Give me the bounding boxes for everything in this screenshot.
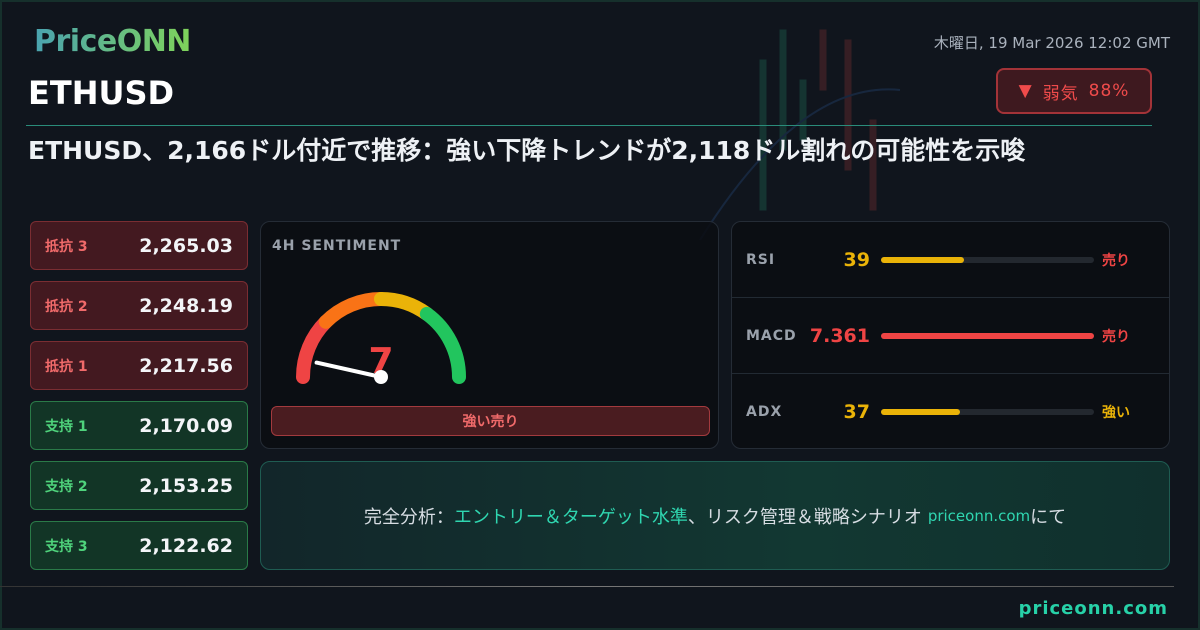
level-value: 2,265.03	[139, 234, 233, 257]
cta-suffix: にて	[1030, 506, 1067, 528]
indicator-value: 7.361	[809, 324, 870, 347]
cta-url-link[interactable]: priceonn.com	[927, 506, 1031, 525]
level-support: 支持 2 2,153.25	[30, 461, 248, 510]
level-resistance: 抵抗 3 2,265.03	[30, 221, 248, 270]
level-support: 支持 3 2,122.62	[30, 521, 248, 570]
sentiment-card: 4H SENTIMENT 7 強い売り	[260, 221, 719, 449]
footer-divider	[0, 586, 1174, 587]
indicator-bar-fill	[881, 332, 1094, 339]
gauge-needle-hub	[374, 370, 388, 384]
level-label: 支持 2	[45, 478, 88, 495]
indicator-bar	[881, 332, 1094, 339]
level-value: 2,153.25	[139, 474, 233, 497]
logo: PriceONN	[34, 24, 191, 59]
indicator-name: ADX	[746, 404, 783, 420]
indicator-row-rsi: RSI 39 売り	[732, 222, 1169, 298]
level-value: 2,217.56	[139, 354, 233, 377]
level-label: 支持 1	[45, 418, 88, 435]
divider	[26, 125, 1152, 126]
indicator-value: 37	[843, 401, 870, 423]
indicator-name: MACD	[746, 327, 797, 344]
gauge-segment	[419, 306, 466, 384]
indicator-name: RSI	[746, 251, 776, 268]
symbol-title: ETHUSD	[28, 74, 175, 112]
gauge-segment	[296, 314, 333, 384]
sentiment-label: 強い売り	[271, 406, 710, 436]
cta-prefix: 完全分析：	[363, 506, 454, 528]
level-label: 支持 3	[45, 538, 88, 555]
indicator-bar	[881, 409, 1094, 415]
level-resistance: 抵抗 1 2,217.56	[30, 341, 248, 390]
level-value: 2,248.19	[139, 294, 233, 317]
level-label: 抵抗 3	[45, 238, 88, 255]
sentiment-title: 4H SENTIMENT	[272, 238, 402, 254]
indicators-card: RSI 39 売り MACD 7.361 売り ADX 37 強い	[731, 221, 1170, 449]
indicator-value: 39	[843, 248, 870, 271]
indicator-bar-fill	[881, 256, 965, 263]
indicator-signal: 強い	[1102, 405, 1130, 421]
gauge-segment	[318, 292, 388, 329]
level-value: 2,170.09	[139, 414, 233, 437]
sentiment-gauge: 7	[296, 292, 466, 384]
indicator-bar	[881, 256, 1094, 263]
indicator-row-macd: MACD 7.361 売り	[732, 298, 1169, 374]
levels-list: 抵抗 3 2,265.03 抵抗 2 2,248.19 抵抗 1 2,217.56 支持 1…	[30, 221, 248, 581]
indicator-row-adx: ADX 37 強い	[732, 374, 1169, 450]
indicator-bar-fill	[881, 409, 960, 415]
level-support: 支持 1 2,170.09	[30, 401, 248, 450]
headline: ETHUSD、2,166ドル付近で推移：強い下降トレンドが2,118ドル割れの可…	[28, 136, 1026, 165]
level-value: 2,122.62	[139, 534, 233, 557]
sentiment-badge: ▼ 弱気 88%	[996, 68, 1152, 114]
cta-highlight: エントリー＆ターゲット水準	[453, 506, 688, 528]
level-label: 抵抗 2	[45, 298, 88, 315]
footer-url[interactable]: priceonn.com	[1018, 598, 1168, 619]
triangle-down-icon: ▼	[1018, 81, 1033, 101]
level-resistance: 抵抗 2 2,248.19	[30, 281, 248, 330]
badge-label: 弱気	[1042, 83, 1079, 104]
indicator-signal: 売り	[1102, 328, 1130, 345]
full-analysis-banner[interactable]: 完全分析： エントリー＆ターゲット水準 、リスク管理＆戦略シナリオ priceo…	[260, 461, 1170, 570]
level-label: 抵抗 1	[45, 358, 88, 375]
gauge-needle	[314, 360, 383, 379]
indicator-signal: 売り	[1102, 252, 1130, 269]
date-time: 木曜日, 19 Mar 2026 12:02 GMT	[933, 34, 1170, 52]
gauge-segment	[374, 292, 434, 321]
cta-rest: 、リスク管理＆戦略シナリオ	[687, 506, 922, 528]
badge-percent: 88%	[1088, 81, 1130, 101]
